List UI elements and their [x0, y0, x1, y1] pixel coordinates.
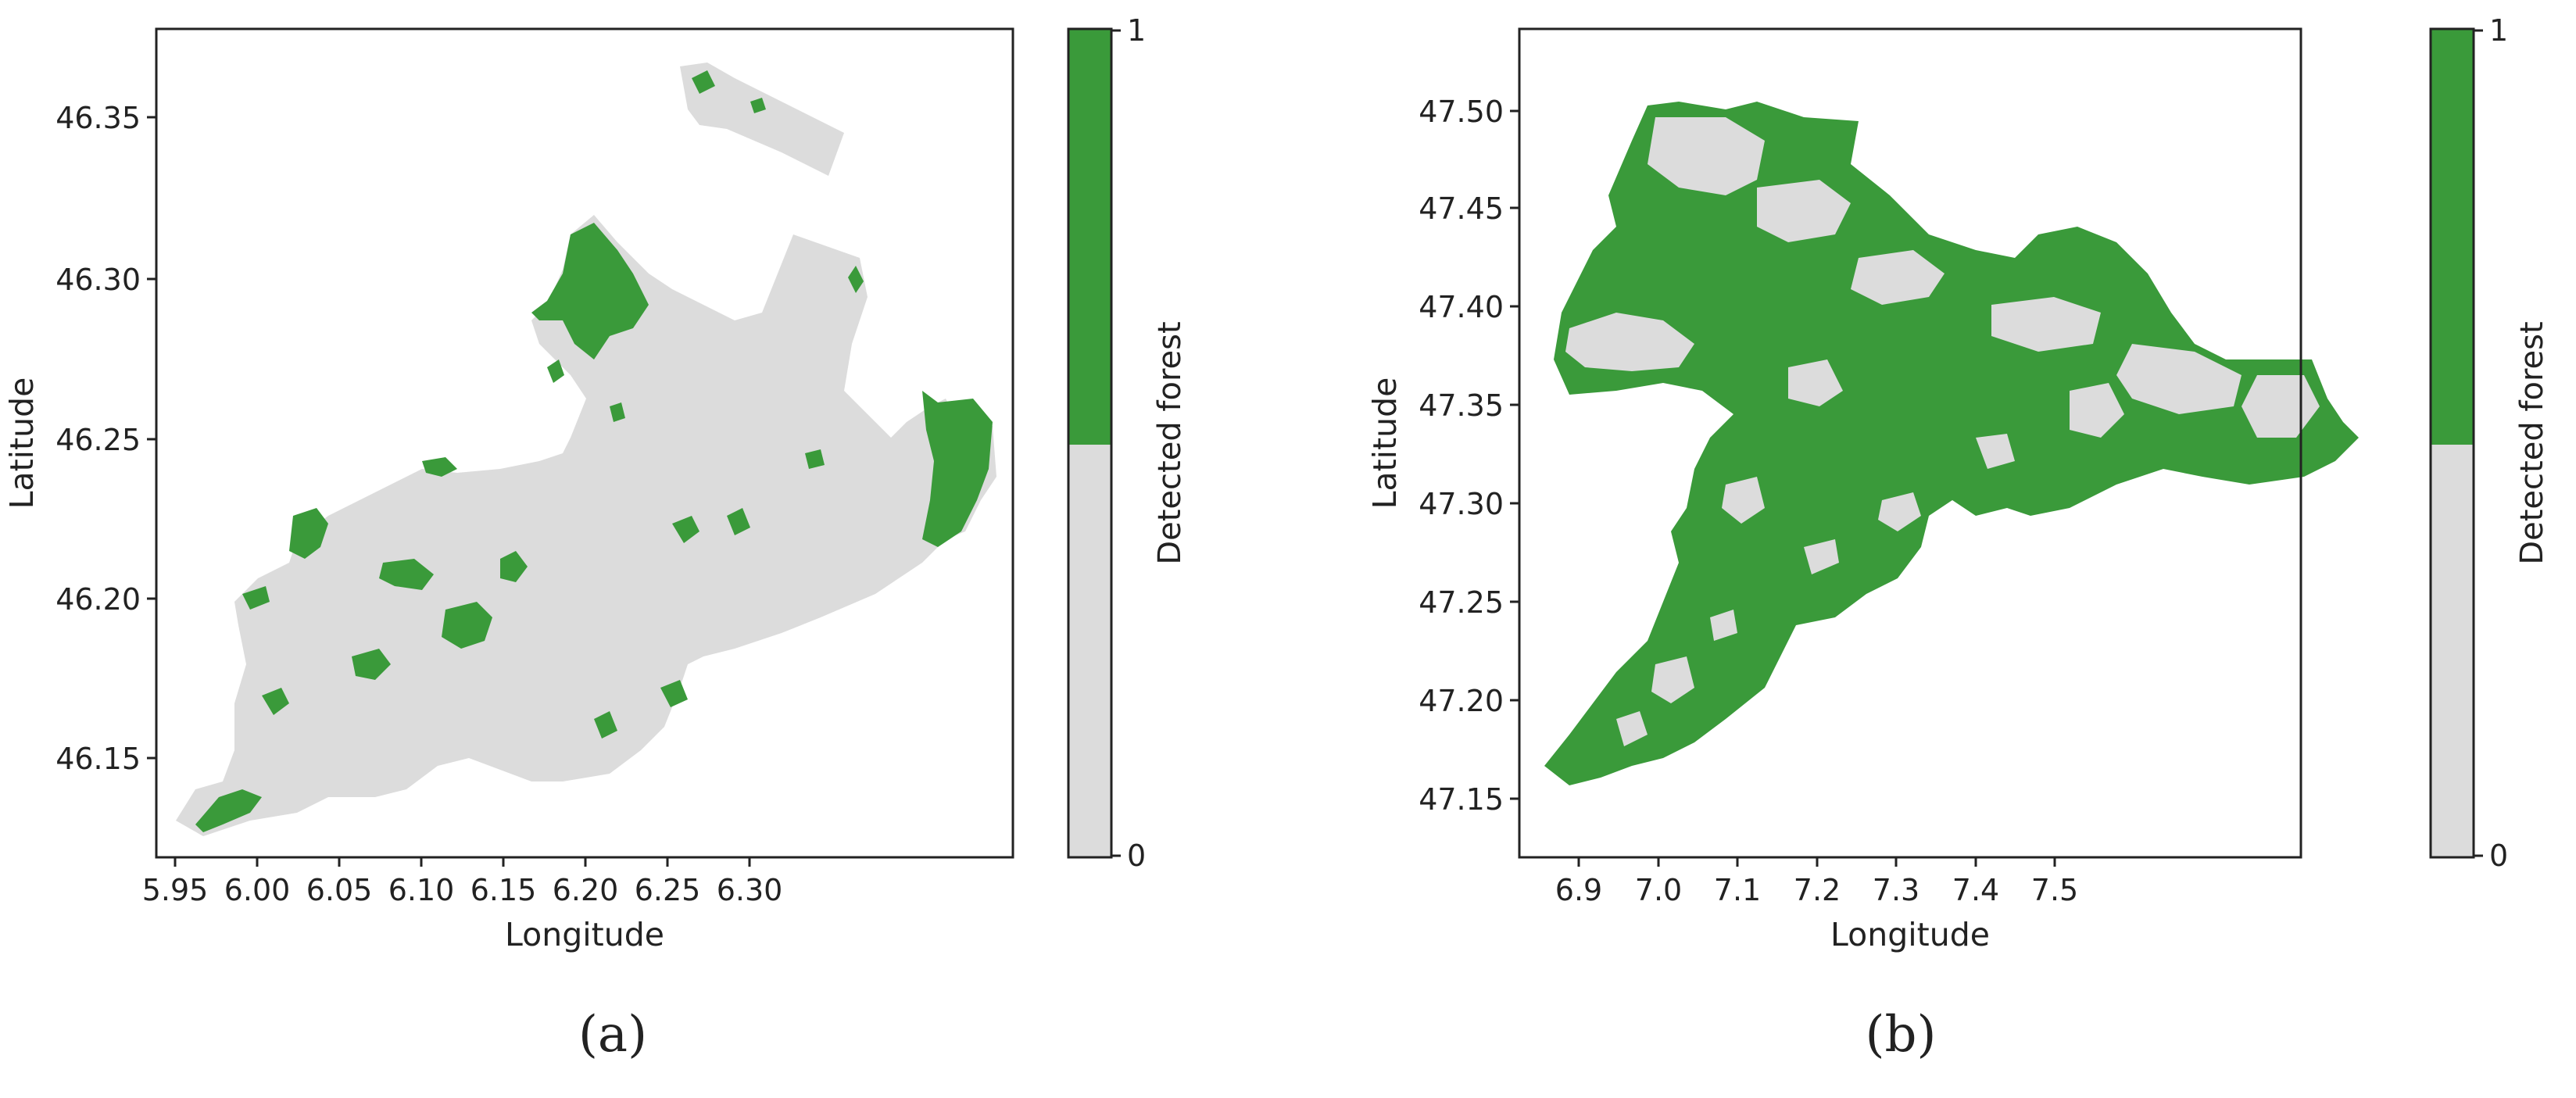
- x-tick-label: 7.3: [1873, 873, 1919, 907]
- colorbar-label: Detected forest: [2514, 321, 2550, 564]
- y-tick-label: 46.35: [55, 101, 141, 135]
- x-tick-label: 6.10: [388, 873, 455, 907]
- colorbar: 1 0 Detected forest: [2429, 13, 2550, 873]
- geneva-region-map: [176, 63, 996, 836]
- colorbar: 1 0 Detected forest: [1067, 13, 1188, 873]
- y-tick-label: 46.25: [55, 423, 141, 457]
- x-tick-label: 7.2: [1794, 873, 1841, 907]
- x-tick-label: 5.95: [142, 873, 209, 907]
- map-panel-b: 6.9 7.0 7.1 7.2 7.3 7.4 7.5 47.15 47.20 …: [1288, 0, 2576, 1095]
- colorbar-min-label: 0: [2489, 839, 2508, 873]
- y-axis-label: Latitude: [3, 377, 41, 510]
- y-tick-label: 47.35: [1419, 388, 1504, 423]
- forest-patches: [195, 70, 993, 832]
- colorbar-label: Detected forest: [1152, 321, 1188, 564]
- y-tick-label: 46.15: [55, 742, 141, 776]
- x-axis: 5.95 6.00 6.05 6.10 6.15 6.20 6.25 6.30: [142, 857, 783, 907]
- y-tick-label: 46.30: [55, 263, 141, 297]
- x-tick-label: 6.00: [224, 873, 291, 907]
- y-axis: 47.15 47.20 47.25 47.30 47.35 47.40 47.4…: [1419, 95, 1519, 817]
- x-tick-label: 7.4: [1952, 873, 1999, 907]
- map-panel-a: 5.95 6.00 6.05 6.10 6.15 6.20 6.25 6.30 …: [0, 0, 1288, 1095]
- x-tick-label: 6.20: [553, 873, 619, 907]
- colorbar-max-label: 1: [1127, 13, 1146, 48]
- x-tick-label: 6.9: [1555, 873, 1602, 907]
- y-tick-label: 47.25: [1419, 585, 1504, 620]
- y-tick-label: 47.50: [1419, 95, 1504, 129]
- panel-caption: (b): [1866, 1006, 1937, 1064]
- x-axis-label: Longitude: [1830, 916, 1990, 953]
- x-axis-label: Longitude: [505, 916, 664, 953]
- y-axis-label: Latitude: [1366, 377, 1404, 510]
- x-tick-label: 6.15: [470, 873, 537, 907]
- y-axis: 46.15 46.20 46.25 46.30 46.35: [55, 101, 156, 776]
- y-tick-label: 46.20: [55, 582, 141, 617]
- x-tick-label: 7.5: [2031, 873, 2078, 907]
- x-tick-label: 6.05: [306, 873, 373, 907]
- jura-region-map: [1544, 102, 2359, 785]
- x-tick-label: 7.1: [1714, 873, 1761, 907]
- panel-caption: (a): [578, 1006, 647, 1064]
- y-tick-label: 47.45: [1419, 191, 1504, 226]
- x-tick-label: 7.0: [1635, 873, 1682, 907]
- y-tick-label: 47.40: [1419, 290, 1504, 324]
- colorbar-max-label: 1: [2489, 13, 2508, 48]
- exclave-non-forest-area: [680, 63, 844, 176]
- y-tick-label: 47.30: [1419, 487, 1504, 521]
- y-tick-label: 47.20: [1419, 684, 1504, 718]
- x-tick-label: 6.25: [635, 873, 701, 907]
- region-non-forest-area: [176, 215, 996, 836]
- colorbar-min-label: 0: [1127, 839, 1146, 873]
- region-forest-area: [1544, 102, 2359, 785]
- x-tick-label: 6.30: [717, 873, 783, 907]
- axes-frame: [1518, 27, 2302, 859]
- y-tick-label: 47.15: [1419, 782, 1504, 817]
- x-axis: 6.9 7.0 7.1 7.2 7.3 7.4 7.5: [1555, 857, 2078, 907]
